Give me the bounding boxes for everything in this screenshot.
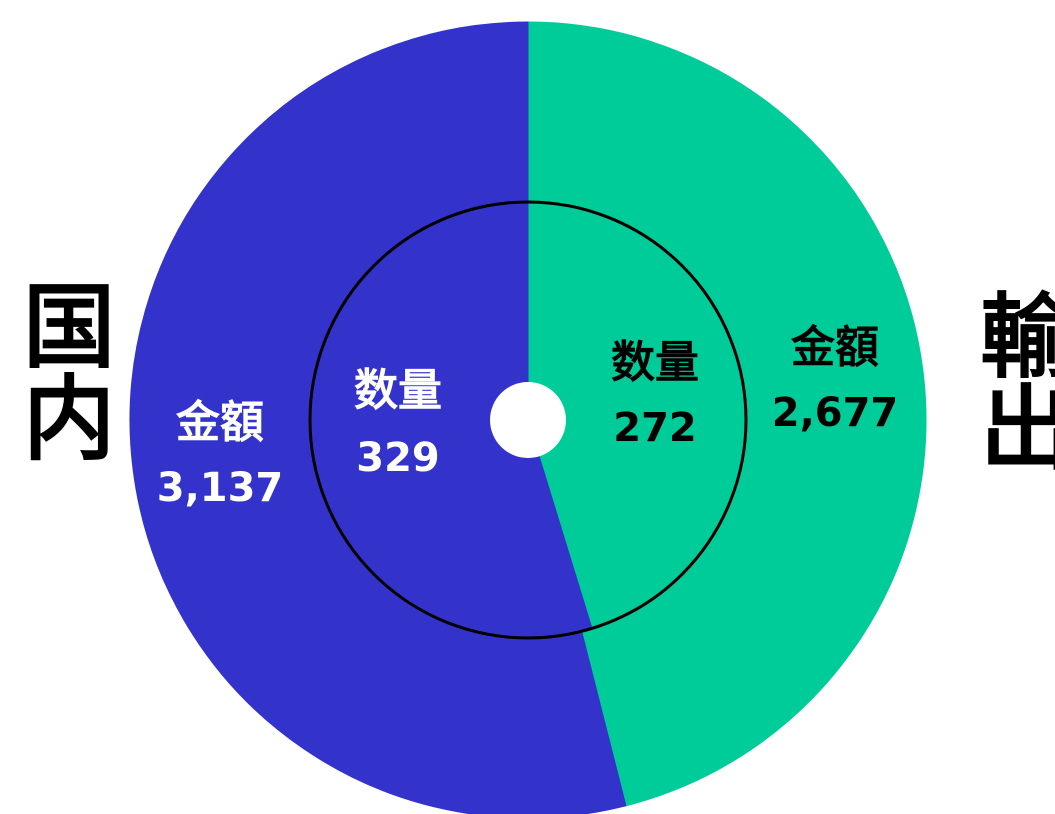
series-label: 金額 [175, 397, 264, 448]
center-hole [490, 382, 566, 458]
series-label: 金額 [790, 322, 879, 373]
data-label: 272 [613, 405, 697, 451]
series-label: 数量 [354, 365, 442, 416]
ring-outline [308, 200, 748, 640]
data-label: 2,677 [772, 390, 899, 436]
data-label: 329 [356, 435, 440, 481]
series-label: 数量 [611, 337, 699, 388]
category-label: 輸出 [965, 288, 1055, 472]
category-label: 国内 [8, 278, 115, 462]
data-label: 3,137 [157, 465, 284, 511]
